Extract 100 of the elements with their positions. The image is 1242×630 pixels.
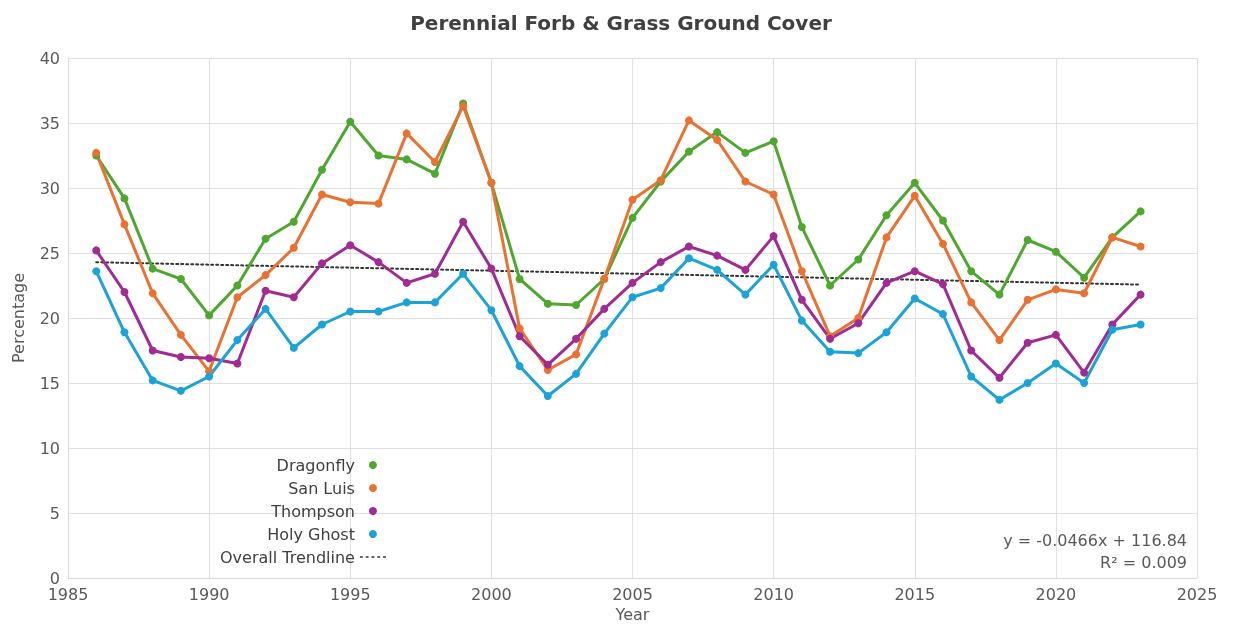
point [233,281,242,290]
point [1023,295,1032,304]
point [346,117,355,126]
point [967,346,976,355]
legend-label: Thompson [270,501,355,521]
point [1051,285,1060,294]
x-tick-label: 2005 [612,584,653,604]
y-tick-label: 15 [39,373,60,393]
point [854,349,863,358]
point [741,265,750,274]
point [515,332,524,341]
point [289,243,298,252]
point [938,280,947,289]
point [1051,247,1060,256]
point [910,178,919,187]
point [1136,207,1145,216]
point [289,343,298,352]
point [515,362,524,371]
point [910,191,919,200]
x-axis-title: Year [614,605,650,625]
point [600,329,609,338]
point [120,288,129,296]
y-tick-label: 35 [39,113,60,133]
point [741,148,750,157]
point [543,392,552,400]
point [1080,273,1089,282]
point [515,275,524,283]
point [684,254,693,263]
point [430,169,439,178]
point [233,359,242,368]
point [882,278,891,287]
point [205,372,214,381]
point [656,258,665,267]
point [543,360,552,369]
point [854,319,863,328]
point [967,267,976,276]
point [938,239,947,248]
point [1080,368,1089,377]
y-tick-label: 25 [39,243,60,263]
x-tick-label: 2015 [894,584,936,604]
point [459,217,468,226]
x-tick-label: 1990 [188,584,230,604]
legend-label: Dragonfly [276,455,355,475]
point [938,310,947,319]
x-tick-label: 2025 [1176,584,1218,604]
point [318,259,327,268]
x-tick-label: 2020 [1035,584,1077,604]
point [92,267,101,276]
point [910,294,919,303]
point [741,177,750,186]
point [148,376,157,385]
point [233,336,242,345]
point [120,194,129,203]
point [261,286,270,295]
annotation: y = -0.0466x + 116.84 [1003,530,1188,550]
point [261,234,270,243]
point [797,316,806,325]
point [318,165,327,174]
point [995,290,1004,299]
point [1023,236,1032,244]
y-tick-label: 5 [49,503,60,523]
point [628,278,637,287]
legend-label: Overall Trendline [219,547,355,567]
point [402,155,411,164]
point [882,233,891,242]
x-tick-label: 1995 [329,584,371,604]
point [967,372,976,381]
legend-label: Holy Ghost [267,524,355,544]
point [797,223,806,231]
point [176,386,185,395]
point [797,295,806,304]
x-tick-label: 2010 [753,584,794,604]
point [967,298,976,307]
point [176,353,185,361]
point [1051,330,1060,339]
point [374,151,383,160]
point [684,242,693,251]
y-tick-label: 30 [39,178,60,198]
point [684,147,693,156]
point [318,320,327,329]
point [882,328,891,337]
point [938,216,947,225]
point [854,255,863,264]
point [1023,379,1032,387]
point [1023,338,1032,347]
point [1080,379,1089,387]
point [515,324,524,333]
y-tick-label: 20 [39,308,60,328]
point [628,293,637,302]
point [346,307,355,316]
y-axis-title: Percentage [8,272,28,364]
point [430,298,439,307]
point [1136,290,1145,299]
point [120,328,129,337]
point [120,220,129,229]
point [346,198,355,207]
chart-title: Perennial Forb & Grass Ground Cover [410,11,832,35]
point [402,278,411,287]
point [826,281,835,290]
point [374,307,383,316]
